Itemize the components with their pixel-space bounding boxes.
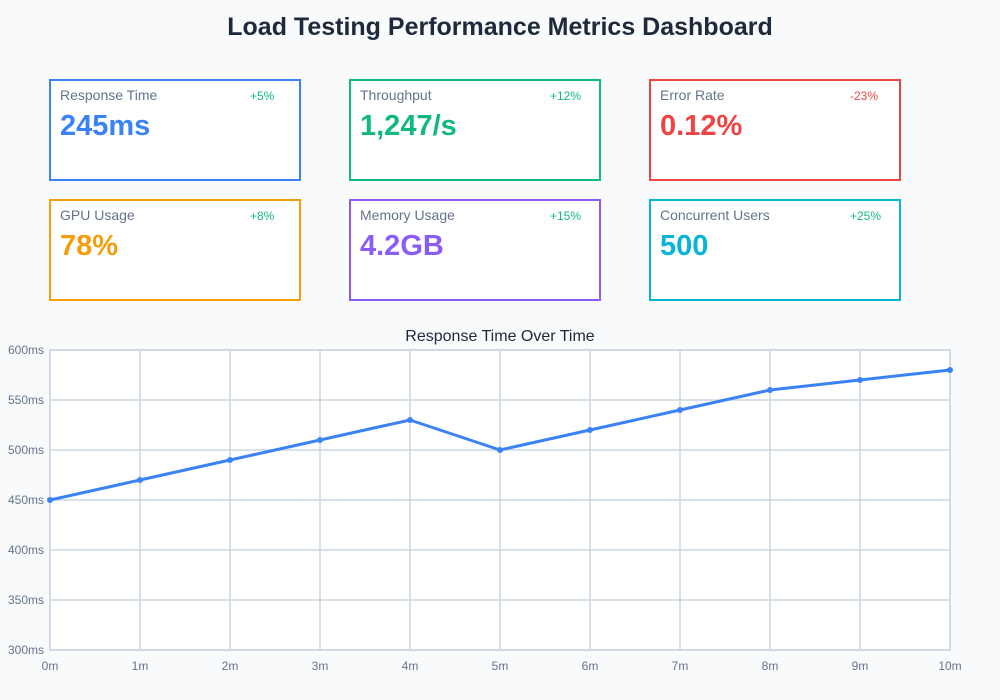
metric-card-throughput: Throughput +12% 1,247/s bbox=[349, 79, 601, 181]
data-point bbox=[947, 367, 953, 373]
x-tick-label: 4m bbox=[402, 659, 419, 673]
x-tick-label: 10m bbox=[938, 659, 961, 673]
data-point bbox=[587, 427, 593, 433]
metric-change: +8% bbox=[250, 209, 275, 223]
metric-card-error-rate: Error Rate -23% 0.12% bbox=[649, 79, 901, 181]
data-point bbox=[497, 447, 503, 453]
y-tick-label: 300ms bbox=[8, 643, 44, 657]
x-tick-label: 2m bbox=[222, 659, 239, 673]
data-point bbox=[137, 477, 143, 483]
y-tick-label: 550ms bbox=[8, 393, 44, 407]
x-tick-label: 8m bbox=[762, 659, 779, 673]
metric-card-concurrent-users: Concurrent Users +25% 500 bbox=[649, 199, 901, 301]
y-tick-label: 400ms bbox=[8, 543, 44, 557]
page-title: Load Testing Performance Metrics Dashboa… bbox=[227, 13, 773, 41]
data-point bbox=[317, 437, 323, 443]
y-tick-label: 350ms bbox=[8, 593, 44, 607]
metric-change: +25% bbox=[850, 209, 882, 223]
x-tick-label: 6m bbox=[582, 659, 599, 673]
metric-value: 500 bbox=[660, 230, 709, 262]
y-tick-label: 600ms bbox=[8, 343, 44, 357]
y-tick-label: 450ms bbox=[8, 493, 44, 507]
data-point bbox=[227, 457, 233, 463]
metric-label: Response Time bbox=[60, 87, 158, 103]
metric-change: +5% bbox=[250, 89, 275, 103]
metric-label: Error Rate bbox=[660, 87, 725, 103]
metric-change: -23% bbox=[850, 89, 879, 103]
metric-label: Concurrent Users bbox=[660, 207, 770, 223]
chart-title: Response Time Over Time bbox=[405, 328, 595, 345]
x-tick-label: 5m bbox=[492, 659, 509, 673]
x-tick-label: 3m bbox=[312, 659, 329, 673]
data-point bbox=[677, 407, 683, 413]
metric-label: Memory Usage bbox=[360, 207, 455, 223]
metric-value: 0.12% bbox=[660, 110, 743, 142]
metric-value: 4.2GB bbox=[360, 230, 444, 262]
data-point bbox=[47, 497, 53, 503]
data-point bbox=[407, 417, 413, 423]
metric-card-gpu-usage: GPU Usage +8% 78% bbox=[49, 199, 301, 301]
x-tick-label: 7m bbox=[672, 659, 689, 673]
metric-card-memory-usage: Memory Usage +15% 4.2GB bbox=[349, 199, 601, 301]
data-point bbox=[767, 387, 773, 393]
metric-change: +15% bbox=[550, 209, 582, 223]
x-tick-label: 1m bbox=[132, 659, 149, 673]
metric-change: +12% bbox=[550, 89, 582, 103]
metric-value: 245ms bbox=[60, 110, 151, 142]
y-tick-label: 500ms bbox=[8, 443, 44, 457]
x-tick-label: 0m bbox=[42, 659, 59, 673]
metric-card-response-time: Response Time +5% 245ms bbox=[49, 79, 301, 181]
metric-value: 78% bbox=[60, 230, 119, 262]
metric-value: 1,247/s bbox=[360, 110, 457, 142]
data-point bbox=[857, 377, 863, 383]
x-tick-label: 9m bbox=[852, 659, 869, 673]
metric-label: Throughput bbox=[360, 87, 432, 103]
metric-label: GPU Usage bbox=[60, 207, 135, 223]
